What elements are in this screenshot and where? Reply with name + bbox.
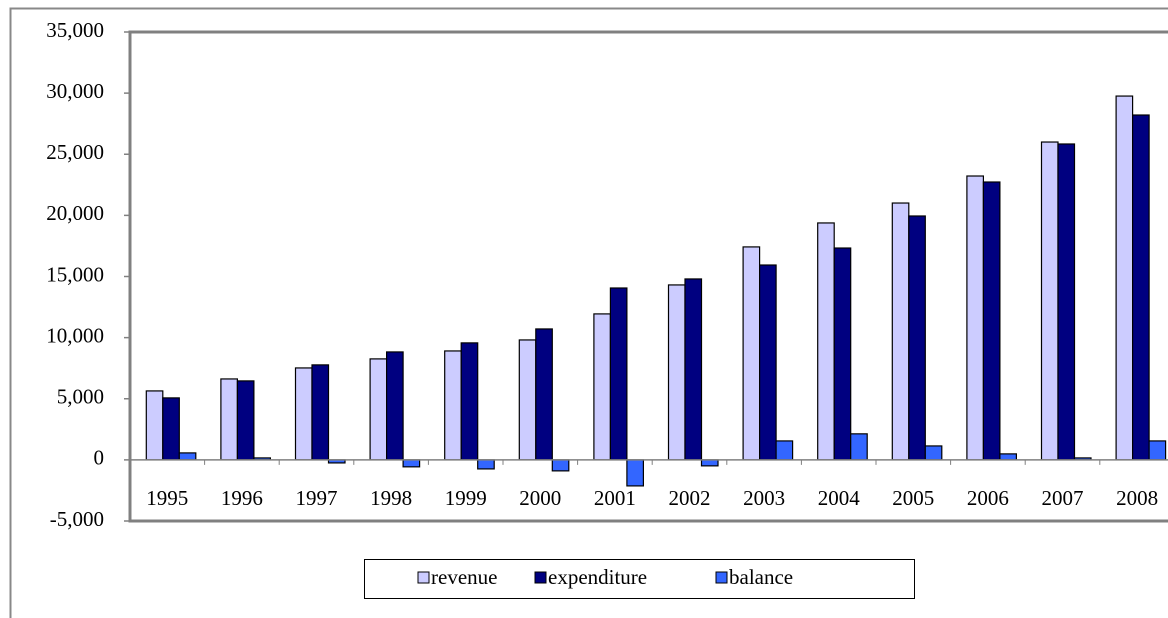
y-tick-label: 10,000 <box>46 323 104 347</box>
bar <box>311 364 330 461</box>
bar <box>402 459 421 468</box>
legend-swatch <box>715 571 728 584</box>
bar <box>551 459 570 472</box>
x-tick-label: 2008 <box>1116 486 1158 510</box>
bar <box>145 390 164 461</box>
bar <box>535 328 553 461</box>
x-tick-label: 1997 <box>296 486 338 510</box>
y-tick-label: 35,000 <box>46 18 104 42</box>
bar <box>477 459 495 470</box>
bar <box>684 278 703 461</box>
y-tick-label: 0 <box>94 446 105 470</box>
legend-label: expenditure <box>548 565 647 589</box>
bar <box>294 367 313 461</box>
y-tick-label: -5,000 <box>50 507 104 531</box>
bar <box>775 440 794 461</box>
bar <box>1131 114 1150 461</box>
x-tick-label: 2004 <box>818 486 861 510</box>
bar <box>460 342 479 461</box>
legend-label: revenue <box>431 565 497 589</box>
bar <box>1057 143 1076 461</box>
bar <box>908 215 926 461</box>
legend-swatch <box>534 571 547 584</box>
x-tick-label: 2005 <box>892 486 934 510</box>
bar <box>982 181 1001 461</box>
bar <box>162 397 180 461</box>
x-tick-label: 1995 <box>146 486 188 510</box>
legend-label: balance <box>729 565 793 589</box>
x-tick-label: 2003 <box>743 486 785 510</box>
bar <box>1148 440 1167 461</box>
bar <box>667 284 686 461</box>
chart-frame <box>9 7 1168 618</box>
bar <box>444 350 462 461</box>
bar <box>891 202 910 461</box>
bar <box>518 339 537 461</box>
bar <box>833 247 852 461</box>
bar <box>593 313 612 461</box>
bar <box>236 380 255 461</box>
bar <box>742 246 761 461</box>
bar <box>386 351 404 461</box>
x-tick-label: 2002 <box>669 486 711 510</box>
bar <box>850 433 868 461</box>
bar <box>609 287 628 461</box>
bar <box>758 264 777 461</box>
bar <box>700 459 719 467</box>
legend <box>364 559 915 599</box>
bar <box>1115 95 1134 461</box>
bar <box>369 358 388 461</box>
x-tick-label: 1996 <box>221 486 263 510</box>
bar <box>220 378 238 461</box>
y-tick-label: 25,000 <box>46 140 104 164</box>
x-tick-label: 1998 <box>370 486 412 510</box>
bar <box>626 459 645 487</box>
y-tick-label: 20,000 <box>46 201 104 225</box>
x-tick-label: 2000 <box>519 486 561 510</box>
bar <box>1040 141 1059 461</box>
y-tick-label: 30,000 <box>46 79 104 103</box>
bar <box>999 453 1018 461</box>
bar <box>966 175 985 461</box>
y-tick-label: 5,000 <box>57 385 104 409</box>
x-tick-label: 1999 <box>445 486 487 510</box>
x-tick-label: 2006 <box>967 486 1009 510</box>
legend-swatch <box>417 571 430 584</box>
bar <box>178 452 197 461</box>
y-tick-label: 15,000 <box>46 262 104 286</box>
plot-area <box>128 30 1168 523</box>
x-tick-label: 2007 <box>1042 486 1084 510</box>
bar <box>924 445 943 461</box>
bar <box>817 222 835 461</box>
x-tick-label: 2001 <box>594 486 636 510</box>
